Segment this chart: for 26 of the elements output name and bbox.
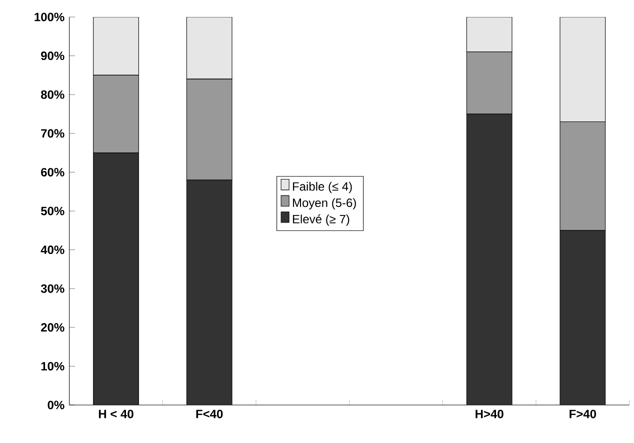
y-tick-label: 100% — [34, 12, 64, 22]
y-tick-label: 80% — [40, 90, 64, 99]
bar — [560, 230, 606, 405]
y-tick-label: 0% — [48, 400, 64, 410]
y-tick-label: 50% — [40, 206, 64, 216]
legend-label: Moyen (5-6) — [292, 198, 356, 210]
legend-label: Faible (≤ 4) — [292, 182, 352, 194]
bar — [466, 16, 512, 52]
bar — [560, 16, 606, 122]
x-tick-label: F>40 — [570, 410, 596, 418]
y-tick-label: 60% — [41, 168, 64, 176]
x-tick-label: F<40 — [196, 410, 223, 418]
x-tick-label: H < 40 — [98, 410, 134, 418]
bar — [186, 180, 232, 405]
x-tick-label: H>40 — [476, 410, 504, 418]
bar — [93, 152, 139, 405]
bar — [93, 16, 139, 76]
y-tick-label: 30% — [40, 284, 64, 293]
bar — [186, 16, 232, 80]
y-tick-label: 10% — [41, 362, 64, 370]
legend-label: Elevé (≥ 7) — [292, 214, 350, 226]
y-tick-label: 20% — [41, 323, 64, 332]
y-tick-label: 90% — [41, 52, 64, 60]
y-tick-label: 70% — [41, 129, 64, 138]
bar — [466, 114, 512, 405]
y-tick-label: 40% — [40, 246, 64, 254]
